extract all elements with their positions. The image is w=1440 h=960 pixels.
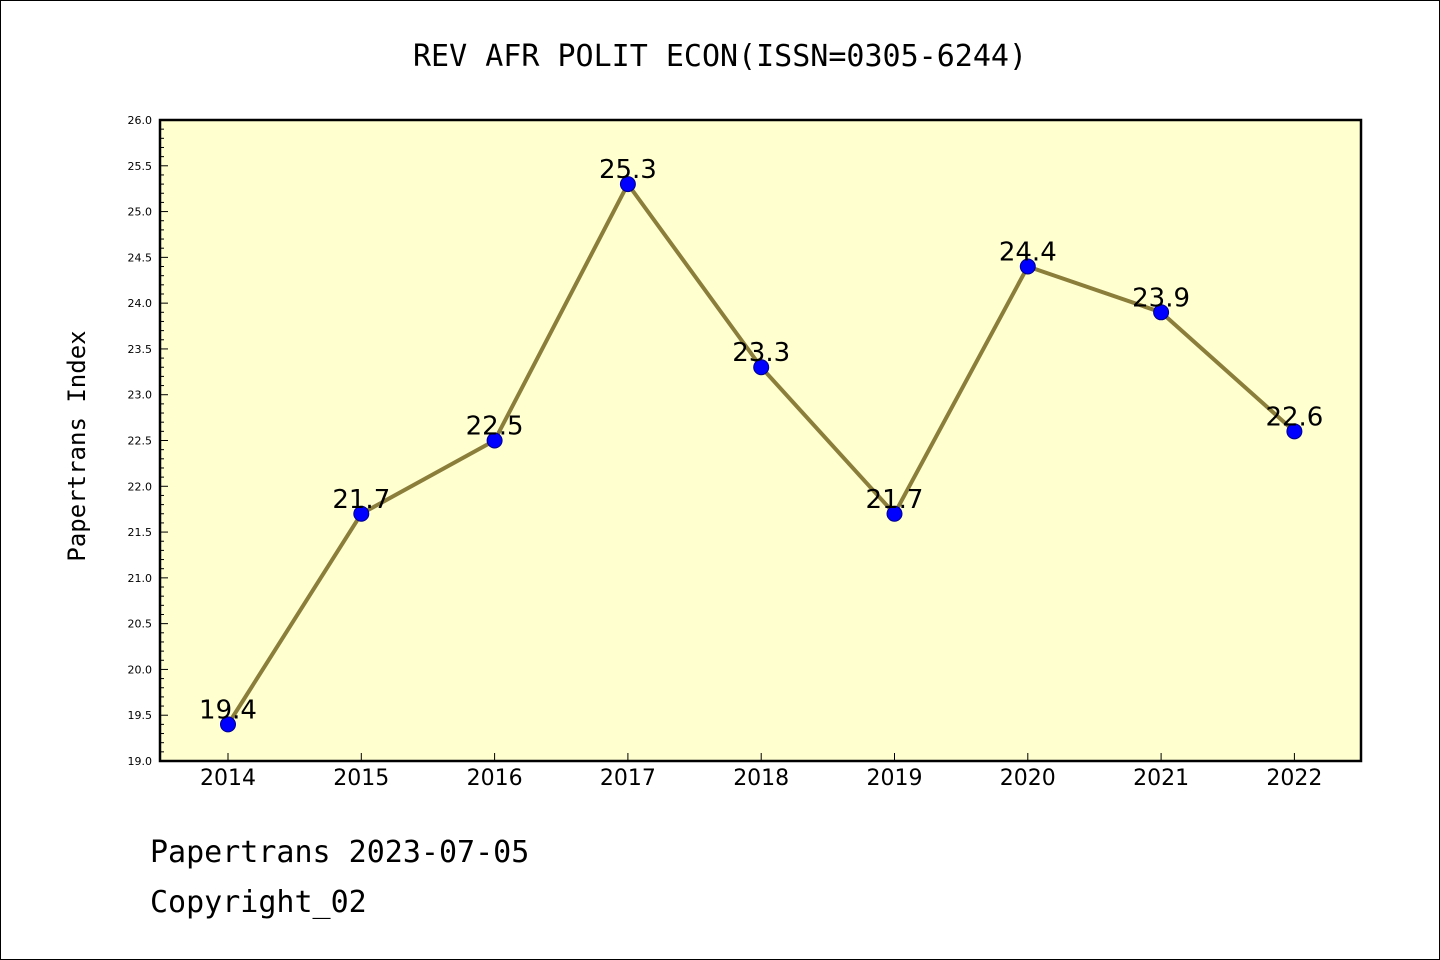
x-tick-label: 2020 [1000,766,1056,791]
y-tick-label: 19.0 [128,755,153,768]
x-tick-label: 2017 [600,766,656,791]
footer-source: Papertrans 2023-07-05 [150,835,530,870]
data-point [1286,423,1303,440]
y-tick-label: 21.5 [128,526,153,539]
data-label: 24.4 [999,238,1057,268]
data-point [486,432,503,449]
y-tick-label: 25.0 [128,206,153,219]
x-tick-label: 2018 [733,766,789,791]
data-point [220,716,236,733]
y-tick-label: 19.5 [128,709,153,722]
data-label: 23.9 [1132,283,1190,313]
x-tick-label: 2021 [1133,766,1189,791]
chart-title: REV AFR POLIT ECON(ISSN=0305-6244) [413,39,1027,74]
x-tick-label: 2019 [867,766,923,791]
data-point [1153,304,1170,321]
data-labels: 19.4 21.7 22.5 25.3 23.3 21.7 24.4 23.9 22.6 [199,155,1323,725]
y-tick-label: 20.5 [128,618,153,631]
x-axis-ticks: 2014 2015 2016 2017 2018 2019 2020 2021 2022 [200,753,1322,791]
x-tick-label: 2022 [1266,766,1322,791]
data-point [1019,258,1036,275]
data-label: 22.5 [466,412,524,442]
y-tick-label: 22.0 [128,480,153,493]
x-tick-label: 2014 [200,766,256,791]
y-axis-label: Papertrans Index [63,330,91,561]
y-axis-ticks: 19.0 19.5 20.0 20.5 21.0 21.5 22.0 22.5 23.0 23.5… [128,114,168,768]
y-tick-label: 26.0 [128,114,153,127]
y-tick-label: 24.0 [128,297,153,310]
data-point [353,505,370,522]
x-tick-label: 2015 [333,766,389,791]
data-point [886,505,903,522]
data-point [619,176,636,193]
data-label: 25.3 [599,155,657,185]
y-tick-label: 23.5 [128,343,153,356]
y-tick-label: 20.0 [128,663,153,676]
plot-area [160,120,1361,761]
y-tick-label: 22.5 [128,435,153,448]
footer-copyright: Copyright_02 [150,885,367,920]
data-label: 21.7 [866,485,924,515]
data-markers [220,176,1303,733]
x-tick-label: 2016 [467,766,523,791]
data-label: 23.3 [732,338,790,368]
data-label: 19.4 [199,695,257,725]
plot-border [158,118,1363,763]
y-tick-label: 24.5 [128,251,153,264]
data-label: 22.6 [1265,402,1323,432]
data-label: 21.7 [332,485,390,515]
data-point [753,359,770,376]
y-tick-label: 25.5 [128,160,153,173]
y-tick-label: 21.0 [128,572,153,585]
y-tick-label: 23.0 [128,389,153,402]
